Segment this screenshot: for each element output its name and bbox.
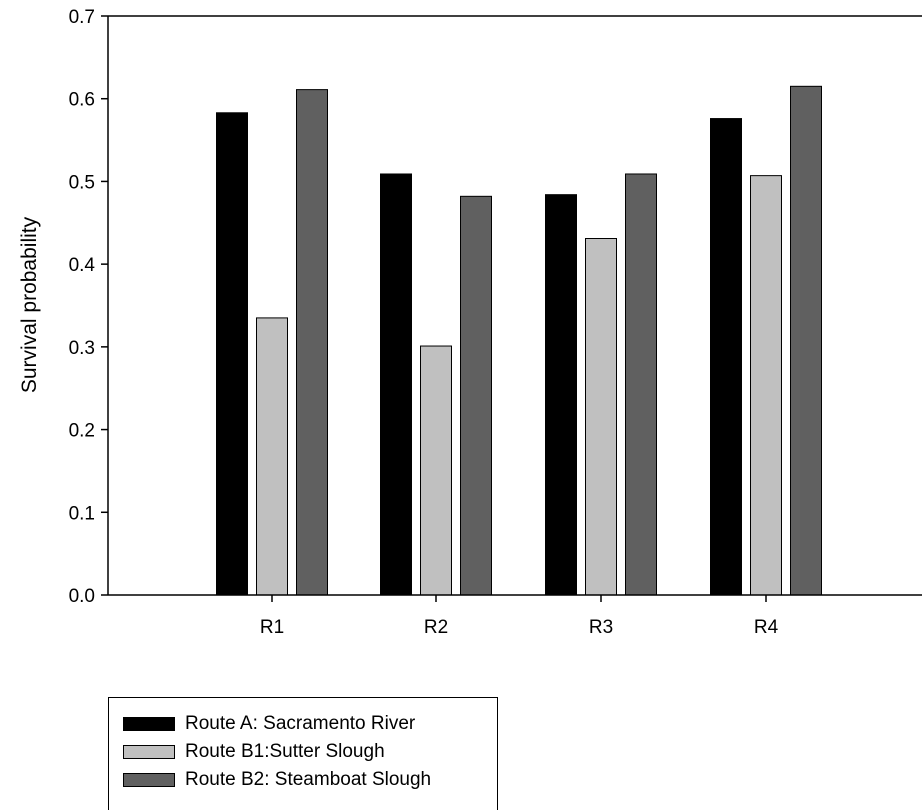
legend: Route A: Sacramento River Route B1:Sutte… (108, 697, 498, 810)
legend-swatch-route-b1 (123, 745, 175, 759)
bar-r4-series-1 (750, 175, 782, 596)
bar-r1-series-0 (216, 112, 248, 596)
bar-r4-series-2 (790, 85, 822, 596)
y-tick-label: 0.6 (69, 90, 95, 111)
bar-r3-series-1 (585, 238, 617, 596)
bar-r1-series-1 (256, 317, 288, 596)
bars-group (216, 85, 822, 596)
y-tick-label: 0.1 (69, 503, 95, 524)
y-tick-label: 0.4 (69, 255, 96, 276)
bar-r2-series-2 (460, 195, 492, 596)
legend-label-route-b2: Route B2: Steamboat Slough (185, 769, 432, 790)
x-tick-label: R3 (589, 617, 613, 638)
bar-r4-series-0 (710, 118, 742, 596)
y-tick-label: 0.0 (69, 586, 95, 607)
legend-item-route-b2: Route B2: Steamboat Slough (123, 768, 431, 792)
legend-swatch-route-a (123, 717, 175, 731)
legend-item-route-b1: Route B1:Sutter Slough (123, 740, 385, 764)
survival-bar-chart: 0.0 0.1 0.2 0.3 0.4 0.5 0.6 0.7 R1 R2 R3 R4 Surviva… (18, 7, 922, 638)
y-tick-label: 0.5 (69, 172, 95, 193)
y-tick-label: 0.7 (69, 7, 95, 28)
y-axis-title: Survival probability (18, 216, 41, 393)
bar-r3-series-0 (545, 194, 577, 596)
bar-r2-series-1 (420, 345, 452, 596)
legend-swatch-route-b2 (123, 773, 175, 787)
y-tick-label: 0.2 (69, 421, 95, 442)
x-tick-label: R4 (754, 617, 779, 638)
legend-label-route-a: Route A: Sacramento River (185, 713, 416, 734)
x-tick-label: R2 (424, 617, 448, 638)
legend-item-route-a: Route A: Sacramento River (123, 712, 415, 736)
bar-r2-series-0 (380, 173, 412, 596)
x-tick-label: R1 (260, 617, 284, 638)
legend-label-route-b1: Route B1:Sutter Slough (185, 741, 385, 762)
y-tick-label: 0.3 (69, 338, 95, 359)
bar-r1-series-2 (296, 89, 328, 596)
bar-r3-series-2 (625, 173, 657, 596)
axes-group: 0.0 0.1 0.2 0.3 0.4 0.5 0.6 0.7 R1 R2 R3 R4 (69, 7, 922, 638)
